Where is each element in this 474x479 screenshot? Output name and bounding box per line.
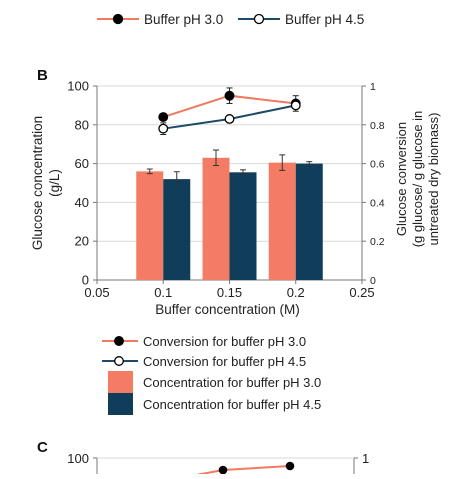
y2-tick-label: 0 <box>370 275 376 287</box>
data-point <box>158 112 169 122</box>
panel-c-data-point <box>285 461 295 471</box>
legend-marker <box>114 336 124 346</box>
x-tick-label: 0.05 <box>84 285 109 300</box>
x-ticks: 0.05 0.1 0.15 0.2 0.25 <box>84 280 375 300</box>
panel-label-b: B <box>37 67 48 84</box>
y-axis-title-line: Glucose concentration <box>30 116 45 250</box>
panel-c-data-point <box>218 465 228 475</box>
y2-axis-title-line: Glucose conversion <box>394 122 409 236</box>
panel-c-y-tick-label: 100 <box>67 451 89 466</box>
y-tick-label: 20 <box>75 234 89 249</box>
legend-swatch <box>108 371 133 393</box>
legend-label: Conversion for buffer pH 4.5 <box>143 354 306 369</box>
legend-label: Concentration for buffer pH 4.5 <box>143 397 321 412</box>
legend-label: Concentration for buffer pH 3.0 <box>143 375 321 390</box>
legend-marker <box>112 13 124 25</box>
bottom-legend-item: Concentration for buffer pH 3.0 <box>108 371 321 393</box>
x-tick-label: 0.2 <box>287 285 305 300</box>
legend-label: Conversion for buffer pH 3.0 <box>143 334 306 349</box>
panel-label-c: C <box>37 439 48 456</box>
y2-tick-label: 1 <box>370 81 376 93</box>
bar <box>229 172 257 280</box>
bars <box>136 149 323 280</box>
y2-tick-label: 0.6 <box>370 159 385 171</box>
y-axis-title-line: (g/L) <box>47 169 62 197</box>
bottom-legend-item: Conversion for buffer pH 4.5 <box>102 354 306 369</box>
top-legend-item: Buffer pH 4.5 <box>238 12 364 27</box>
legend-marker <box>114 356 124 366</box>
conversion-lines <box>158 87 301 135</box>
panel-c-series-line <box>179 465 291 479</box>
y-axis-title: Glucose concentration (g/L) <box>30 116 62 250</box>
y-tick-label: 60 <box>75 156 89 171</box>
bar <box>202 157 230 280</box>
bar <box>268 162 296 280</box>
bottom-legend-item: Conversion for buffer pH 3.0 <box>102 334 306 349</box>
legend-marker <box>253 13 265 25</box>
bar <box>295 163 323 280</box>
data-point <box>158 123 169 134</box>
x-axis-title: Buffer concentration (M) <box>155 302 300 317</box>
y-tick-label: 0 <box>82 273 89 288</box>
y-left-ticks: 0 20 40 60 80 100 <box>67 79 97 288</box>
y-right-ticks: 0 0.2 0.4 0.6 0.8 1 <box>362 81 385 287</box>
y2-axis-title-line: (g glucose/ g glucose in <box>410 111 425 248</box>
x-tick-label: 0.1 <box>154 285 172 300</box>
legend-label: Buffer pH 4.5 <box>285 12 364 27</box>
data-point <box>224 114 235 124</box>
y-tick-label: 100 <box>67 79 89 94</box>
panel-c-y2-tick-label: 1 <box>362 451 369 466</box>
bottom-legend-item: Concentration for buffer pH 4.5 <box>108 393 321 415</box>
y2-axis-title-line: untreated dry biomass) <box>426 113 441 246</box>
y-tick-label: 40 <box>75 195 89 210</box>
bar <box>136 171 164 280</box>
legend-label: Buffer pH 3.0 <box>144 12 223 27</box>
y2-tick-label: 0.2 <box>370 236 385 248</box>
x-tick-label: 0.25 <box>349 285 374 300</box>
bottom-legend: Conversion for buffer pH 3.0 Conversion f… <box>102 334 321 415</box>
data-point <box>290 100 301 111</box>
top-legend: Buffer pH 3.0 Buffer pH 4.5 <box>97 12 364 27</box>
y2-tick-label: 0.8 <box>370 120 385 132</box>
bar <box>163 179 191 280</box>
data-point <box>224 90 235 101</box>
y2-tick-label: 0.4 <box>370 197 385 209</box>
x-tick-label: 0.15 <box>217 285 242 300</box>
legend-swatch <box>108 393 133 415</box>
y2-axis-title: Glucose conversion(g glucose/ g glucose … <box>394 111 441 248</box>
y-tick-label: 80 <box>75 117 89 132</box>
top-legend-item: Buffer pH 3.0 <box>97 12 223 27</box>
